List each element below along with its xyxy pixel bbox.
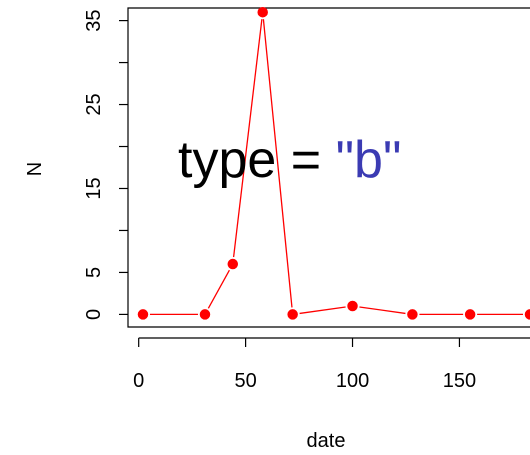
- y-tick-label: 0: [83, 309, 105, 320]
- series-line-segment: [232, 19, 263, 258]
- series-line-segment: [359, 306, 406, 315]
- data-point: [524, 309, 530, 320]
- x-axis-ticks: 0 50 100 150: [133, 337, 530, 392]
- data-point: [287, 309, 298, 320]
- series-line-segment: [262, 19, 293, 308]
- y-axis-label: N: [24, 162, 46, 176]
- data-point: [199, 309, 211, 320]
- x-tick-label: 50: [234, 370, 256, 392]
- data-point: [347, 300, 358, 312]
- y-tick-label: 5: [83, 267, 105, 278]
- y-tick-label: 35: [83, 9, 105, 31]
- data-point: [464, 309, 476, 320]
- x-tick-label: 0: [133, 370, 144, 392]
- x-tick-label: 150: [443, 370, 476, 392]
- series-line-segment: [299, 306, 346, 315]
- data-point: [227, 258, 239, 270]
- plot-frame: [127, 7, 530, 328]
- y-axis-ticks: 0 5 15 25 35: [83, 9, 128, 320]
- x-tick-label: 100: [336, 370, 369, 392]
- data-point: [407, 309, 418, 320]
- series-layer: [137, 6, 530, 320]
- axes: [127, 7, 530, 328]
- series-line-segment: [207, 269, 230, 309]
- data-point: [257, 6, 268, 18]
- annotation-prefix: type =: [178, 131, 336, 189]
- y-tick-label: 15: [83, 177, 105, 199]
- data-point: [137, 309, 149, 320]
- x-axis-label: date: [307, 430, 346, 452]
- annotation-value: "b": [336, 131, 402, 189]
- y-tick-label: 25: [83, 93, 105, 115]
- annotation: type = "b": [178, 131, 401, 189]
